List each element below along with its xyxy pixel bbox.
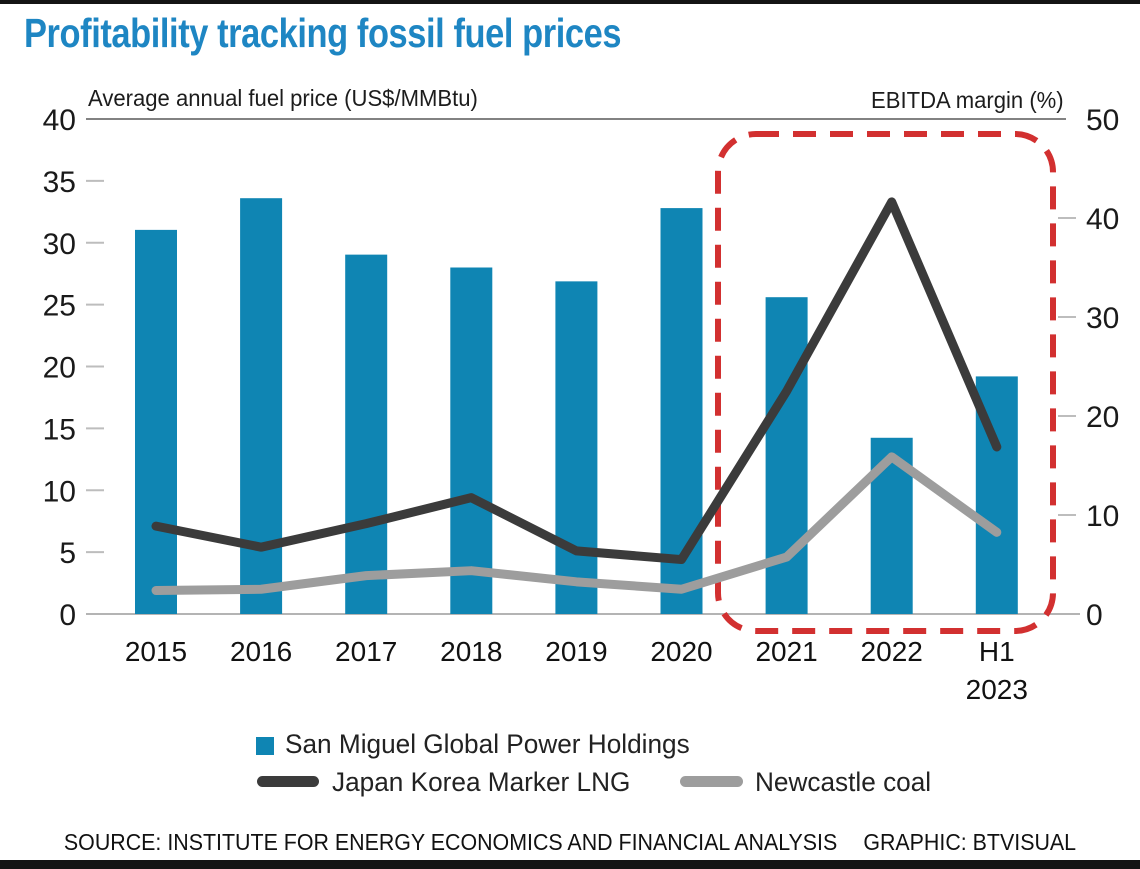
left-axis-tick-label: 35 bbox=[43, 166, 76, 199]
legend-swatch-newcastle-coal bbox=[680, 776, 743, 787]
x-axis-label-2020: 2020 bbox=[650, 636, 712, 667]
x-axis-label-2016: 2016 bbox=[230, 636, 292, 667]
right-axis-tick-label: 0 bbox=[1086, 599, 1103, 632]
x-axis-label-2019: 2019 bbox=[545, 636, 607, 667]
left-axis-tick-label: 20 bbox=[43, 352, 76, 385]
line-newcastle-coal bbox=[151, 452, 1002, 595]
left-axis-tick-label: 15 bbox=[43, 413, 76, 446]
left-axis-title: Average annual fuel price (US$/MMBtu) bbox=[88, 85, 478, 111]
legend-swatch-san-miguel bbox=[256, 737, 274, 755]
left-axis-tick-label: 40 bbox=[43, 104, 76, 137]
x-axis-label-2022: 2022 bbox=[861, 636, 923, 667]
bar-2021 bbox=[765, 297, 808, 614]
left-axis-tick-label: 25 bbox=[43, 290, 76, 323]
x-axis-label-2017: 2017 bbox=[335, 636, 397, 667]
top-border-rule bbox=[0, 0, 1140, 4]
legend-label-jkm-lng: Japan Korea Marker LNG bbox=[332, 767, 631, 797]
left-axis-tick-label: 30 bbox=[43, 228, 76, 261]
left-axis-tick-label: 0 bbox=[59, 599, 76, 632]
bar-2017 bbox=[345, 254, 388, 614]
bar-2020 bbox=[660, 208, 703, 614]
legend-label-san-miguel: San Miguel Global Power Holdings bbox=[285, 729, 690, 759]
right-axis-tick-label: 40 bbox=[1086, 203, 1119, 236]
legend-label-newcastle-coal: Newcastle coal bbox=[755, 767, 932, 797]
bottom-border-rule bbox=[0, 860, 1140, 869]
source-credit-line: SOURCE: INSTITUTE FOR ENERGY ECONOMICS A… bbox=[40, 829, 1100, 856]
x-axis-label-2018: 2018 bbox=[440, 636, 502, 667]
right-axis-tick-label: 30 bbox=[1086, 302, 1119, 335]
right-axis-tick-label: 10 bbox=[1086, 500, 1119, 533]
left-axis-tick-label: 10 bbox=[43, 475, 76, 508]
graphic-credit-text: GRAPHIC: BTVISUAL bbox=[863, 829, 1077, 855]
left-axis-tick-label: 5 bbox=[59, 537, 76, 570]
x-axis-label-h1-2023: 2023 bbox=[966, 674, 1028, 705]
chart-plot-area: 0 5 10 15 20 25 30 35 40 0 10 20 30 40 50 2015 2016 2017 2… bbox=[43, 104, 1120, 705]
line-japan-korea-marker-lng bbox=[151, 197, 1002, 565]
right-axis-tick-label: 50 bbox=[1086, 104, 1119, 137]
source-text: SOURCE: INSTITUTE FOR ENERGY ECONOMICS A… bbox=[63, 829, 838, 855]
page-title: Profitability tracking fossil fuel price… bbox=[24, 10, 622, 56]
bar-2019 bbox=[555, 281, 598, 614]
legend-swatch-jkm-lng bbox=[257, 776, 319, 787]
highlight-dashed-box bbox=[715, 131, 1056, 634]
x-axis-label-2021: 2021 bbox=[755, 636, 817, 667]
right-axis-title: EBITDA margin (%) bbox=[871, 87, 1064, 113]
right-axis-tick-label: 20 bbox=[1086, 401, 1119, 434]
x-axis-label-h1-2023: H1 bbox=[979, 636, 1015, 667]
x-axis-label-2015: 2015 bbox=[125, 636, 187, 667]
bar-2015 bbox=[135, 229, 177, 614]
bar-2018 bbox=[450, 267, 493, 614]
